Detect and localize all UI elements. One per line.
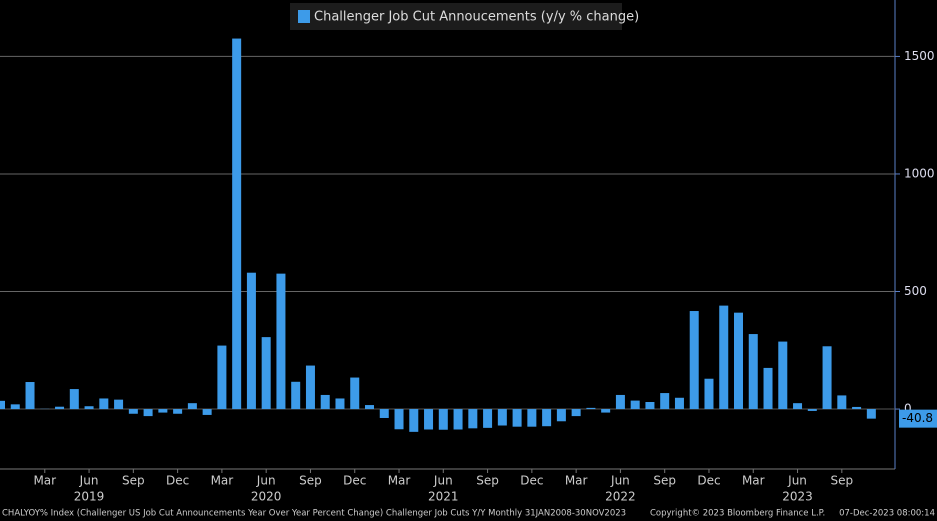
bar: [645, 402, 655, 410]
bar: [365, 405, 374, 410]
bar: [837, 395, 847, 410]
x-tick-label: Dec: [520, 474, 543, 488]
bar: [379, 409, 389, 418]
x-tick-label: Dec: [343, 474, 366, 488]
x-tick-label: Jun: [433, 474, 453, 488]
bar: [350, 377, 360, 410]
bar: [424, 409, 434, 430]
bar: [483, 409, 493, 428]
bar: [261, 337, 271, 410]
bar: [527, 409, 537, 427]
x-tick-label: Mar: [388, 474, 411, 488]
year-label: 2019: [74, 490, 105, 504]
x-tick-label: Sep: [476, 474, 499, 488]
bar: [556, 409, 566, 422]
footer-source: CHALYOY% Index (Challenger US Job Cut An…: [2, 509, 626, 519]
year-label: 2020: [251, 490, 282, 504]
bar: [542, 409, 552, 427]
x-tick-label: Jun: [79, 474, 99, 488]
bar: [438, 409, 448, 430]
bar: [807, 409, 817, 411]
footer-timestamp: 07-Dec-2023 08:00:14: [839, 509, 935, 519]
y-tick-label: 0: [904, 402, 912, 416]
bar: [143, 409, 153, 417]
x-tick-label: Jun: [787, 474, 807, 488]
bar: [276, 273, 286, 410]
bar: [158, 409, 168, 413]
bar: [217, 345, 227, 410]
bar: [69, 389, 79, 410]
bar: [173, 409, 183, 414]
bar: [25, 382, 35, 410]
bar: [0, 400, 5, 410]
bar: [601, 409, 611, 413]
x-tick-label: Dec: [697, 474, 720, 488]
bar: [55, 406, 65, 410]
bar: [232, 38, 242, 410]
bar: [497, 409, 507, 426]
bar: [852, 406, 862, 410]
bar: [689, 311, 699, 410]
x-tick-label: Mar: [742, 474, 765, 488]
bar: [674, 397, 684, 410]
last-value-box: [899, 409, 937, 428]
bar: [187, 403, 197, 410]
bar: [246, 272, 256, 410]
footer-copyright: Copyright© 2023 Bloomberg Finance L.P.: [650, 509, 825, 519]
x-tick-label: Mar: [211, 474, 234, 488]
y-tick-label: 1000: [904, 166, 935, 180]
bar: [866, 409, 876, 419]
x-tick-label: Mar: [33, 474, 56, 488]
bar: [586, 407, 596, 410]
bar: [114, 399, 124, 410]
x-tick-label: Dec: [166, 474, 189, 488]
x-tick-label: Jun: [610, 474, 630, 488]
year-label: 2021: [428, 490, 459, 504]
bar: [335, 398, 345, 410]
x-tick-label: Sep: [299, 474, 322, 488]
bar: [630, 400, 640, 410]
bar: [793, 403, 803, 410]
bar: [394, 409, 404, 430]
last-value-label: -40.8: [902, 411, 933, 425]
bar: [10, 404, 20, 410]
x-tick-label: Sep: [122, 474, 145, 488]
bar: [704, 378, 714, 410]
bar: [778, 341, 788, 410]
x-tick-label: Jun: [256, 474, 276, 488]
bar: [202, 409, 212, 415]
bar: [660, 393, 670, 410]
bar: [615, 394, 625, 410]
y-tick-label: 500: [904, 284, 927, 298]
x-tick-label: Sep: [653, 474, 676, 488]
year-label: 2022: [605, 490, 636, 504]
bar: [84, 406, 94, 410]
bar: [763, 367, 773, 410]
bar: [512, 409, 522, 427]
bar: [468, 409, 478, 429]
bar: [822, 346, 832, 410]
bar: [291, 381, 301, 410]
bar: [453, 409, 463, 430]
bar: [320, 394, 330, 410]
legend-box: [290, 3, 622, 30]
year-label: 2023: [782, 490, 813, 504]
bar: [734, 312, 743, 410]
bar: [719, 305, 729, 410]
bar: [748, 334, 758, 410]
legend-swatch: [298, 10, 310, 23]
x-tick-label: Mar: [565, 474, 588, 488]
bar: [128, 409, 138, 414]
bar: [99, 398, 109, 410]
y-tick-label: 1500: [904, 49, 935, 63]
bar: [305, 365, 315, 410]
legend-label: Challenger Job Cut Annoucements (y/y % c…: [314, 10, 639, 25]
bar: [571, 409, 581, 417]
x-tick-label: Sep: [831, 474, 854, 488]
bar: [409, 409, 419, 432]
